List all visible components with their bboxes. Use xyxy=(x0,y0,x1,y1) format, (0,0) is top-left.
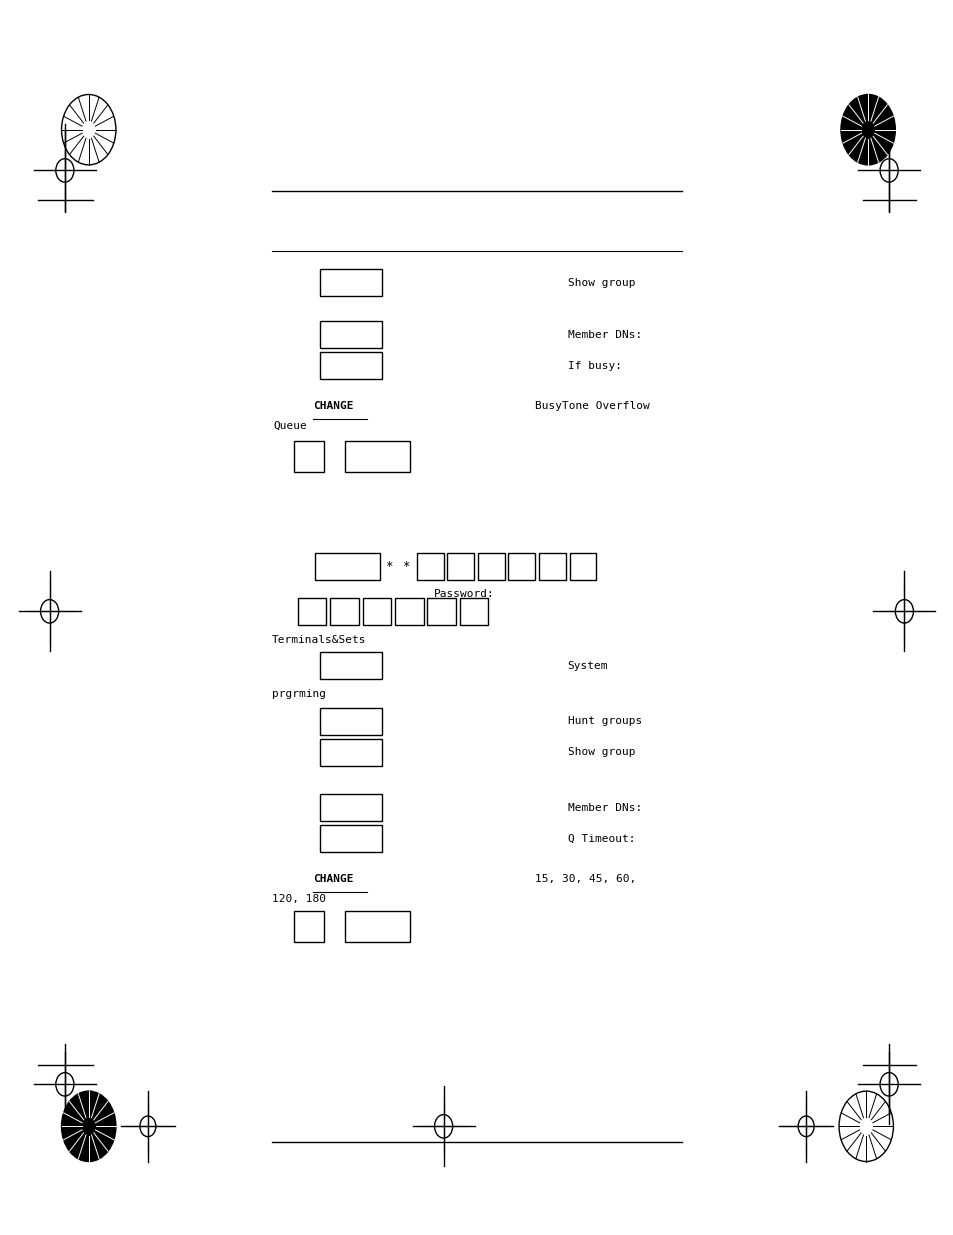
FancyBboxPatch shape xyxy=(314,553,379,580)
FancyBboxPatch shape xyxy=(362,598,391,625)
Text: Terminals&Sets: Terminals&Sets xyxy=(272,635,366,645)
FancyBboxPatch shape xyxy=(569,553,596,580)
Circle shape xyxy=(841,95,894,164)
Text: Hunt groups: Hunt groups xyxy=(567,716,641,726)
FancyBboxPatch shape xyxy=(395,598,423,625)
Text: Password:: Password: xyxy=(434,589,495,599)
Text: *: * xyxy=(401,561,409,573)
FancyBboxPatch shape xyxy=(345,441,410,472)
FancyBboxPatch shape xyxy=(538,553,565,580)
Text: CHANGE: CHANGE xyxy=(313,874,353,884)
FancyBboxPatch shape xyxy=(416,553,443,580)
Text: Show group: Show group xyxy=(567,278,635,288)
FancyBboxPatch shape xyxy=(508,553,535,580)
FancyBboxPatch shape xyxy=(447,553,474,580)
FancyBboxPatch shape xyxy=(319,708,381,735)
Text: Member DNs:: Member DNs: xyxy=(567,330,641,340)
Text: Q Timeout:: Q Timeout: xyxy=(567,834,635,844)
Text: Show group: Show group xyxy=(567,747,635,757)
Text: System: System xyxy=(567,661,607,671)
FancyBboxPatch shape xyxy=(319,825,381,852)
FancyBboxPatch shape xyxy=(319,794,381,821)
Text: 15, 30, 45, 60,: 15, 30, 45, 60, xyxy=(535,874,636,884)
FancyBboxPatch shape xyxy=(330,598,358,625)
FancyBboxPatch shape xyxy=(319,739,381,766)
Text: CHANGE: CHANGE xyxy=(313,401,353,411)
Text: Member DNs:: Member DNs: xyxy=(567,803,641,813)
Text: prgrming: prgrming xyxy=(272,689,326,699)
FancyBboxPatch shape xyxy=(294,441,324,472)
Text: BusyTone Overflow: BusyTone Overflow xyxy=(535,401,649,411)
FancyBboxPatch shape xyxy=(459,598,488,625)
FancyBboxPatch shape xyxy=(345,911,410,942)
FancyBboxPatch shape xyxy=(319,652,381,679)
Text: Queue: Queue xyxy=(274,421,307,431)
Text: 120, 180: 120, 180 xyxy=(272,894,326,904)
FancyBboxPatch shape xyxy=(297,598,326,625)
Circle shape xyxy=(62,1092,116,1161)
FancyBboxPatch shape xyxy=(427,598,456,625)
FancyBboxPatch shape xyxy=(319,321,381,348)
FancyBboxPatch shape xyxy=(319,269,381,296)
Text: If busy:: If busy: xyxy=(567,361,621,370)
FancyBboxPatch shape xyxy=(294,911,324,942)
FancyBboxPatch shape xyxy=(319,352,381,379)
Text: *: * xyxy=(385,561,393,573)
FancyBboxPatch shape xyxy=(477,553,504,580)
